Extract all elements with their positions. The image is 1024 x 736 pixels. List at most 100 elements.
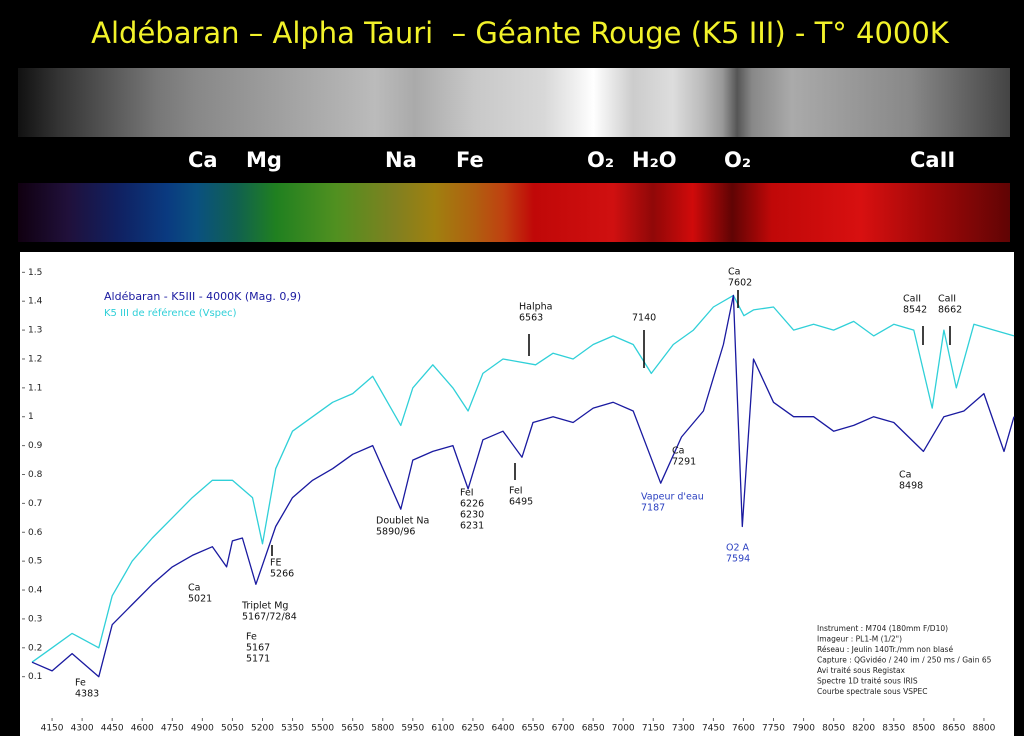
x-tick-label: 4150 <box>41 724 64 734</box>
y-tick-label: 1.4 <box>28 297 43 307</box>
annotation: 7594 <box>726 554 750 565</box>
x-tick-label: 5950 <box>401 724 424 734</box>
annotation: Ca <box>728 267 740 278</box>
annotation: FeI <box>460 488 474 499</box>
x-tick-label: 6850 <box>582 724 605 734</box>
annotation: 6563 <box>519 313 543 324</box>
annotation: 4383 <box>75 689 99 700</box>
legend-entry: K5 III de référence (Vspec) <box>104 307 237 319</box>
x-tick-label: 4450 <box>101 724 124 734</box>
x-tick-label: 6550 <box>522 724 545 734</box>
y-tick-label: 1.2 <box>28 354 42 364</box>
x-tick-label: 7900 <box>792 724 815 734</box>
x-tick-label: 7300 <box>672 724 695 734</box>
x-tick-label: 6400 <box>492 724 515 734</box>
x-tick-label: 8650 <box>942 724 965 734</box>
note: Spectre 1D traité sous IRIS <box>817 677 918 686</box>
note: Courbe spectrale sous VSPEC <box>817 687 927 696</box>
element-label: Na <box>385 148 417 172</box>
annotation: Fe <box>246 632 257 643</box>
element-label: Fe <box>456 148 484 172</box>
annotation: 8662 <box>938 305 962 316</box>
annotation: Halpha <box>519 302 552 313</box>
annotation: CaII <box>903 294 921 305</box>
y-tick-label: 0.6 <box>28 528 43 538</box>
annotation: O2 A <box>726 543 750 554</box>
element-label: Mg <box>246 148 282 172</box>
annotation: 7291 <box>672 457 696 468</box>
x-tick-label: 5650 <box>341 724 364 734</box>
note: Réseau : Jeulin 140Tr./mm non blasé <box>817 645 953 654</box>
x-tick-label: 5500 <box>311 724 334 734</box>
annotation: 6226 <box>460 499 484 510</box>
x-tick-label: 4900 <box>191 724 214 734</box>
y-tick-label: 1.1 <box>28 383 42 393</box>
annotation: Ca <box>672 446 684 457</box>
plot-background <box>20 252 1014 736</box>
y-tick-label: 1 <box>28 412 34 422</box>
x-tick-label: 7750 <box>762 724 785 734</box>
note: Capture : QGvidéo / 240 im / 250 ms / Ga… <box>817 656 992 665</box>
annotation: 5171 <box>246 654 270 665</box>
spectrum-gray <box>18 68 1010 137</box>
annotation: Doublet Na <box>376 516 429 527</box>
x-tick-label: 4750 <box>161 724 184 734</box>
x-tick-label: 5200 <box>251 724 274 734</box>
element-label: Ca <box>188 148 218 172</box>
x-tick-label: 5350 <box>281 724 304 734</box>
series-line <box>31 294 1015 678</box>
y-tick-label: 0.1 <box>28 672 42 682</box>
x-tick-label: 7450 <box>702 724 725 734</box>
annotation: 5167/72/84 <box>242 612 297 623</box>
annotation: FeI <box>509 486 523 497</box>
y-tick-label: 0.4 <box>28 586 43 596</box>
x-tick-label: 6250 <box>461 724 484 734</box>
element-label: H₂O <box>632 148 677 172</box>
note: Imageur : PL1-M (1/2") <box>817 635 902 644</box>
y-tick-label: 0.9 <box>28 441 43 451</box>
annotation: 5266 <box>270 569 294 580</box>
y-tick-label: 0.5 <box>28 557 42 567</box>
slide-title: Aldébaran – Alpha Tauri – Géante Rouge (… <box>91 16 949 50</box>
x-tick-label: 8050 <box>822 724 845 734</box>
annotation: 7602 <box>728 278 752 289</box>
annotation: Ca <box>188 583 200 594</box>
x-tick-label: 8800 <box>972 724 995 734</box>
x-tick-label: 8350 <box>882 724 905 734</box>
element-label: CaII <box>910 148 956 172</box>
y-tick-label: 1.3 <box>28 326 42 336</box>
annotation: 7187 <box>641 503 665 514</box>
x-tick-label: 7150 <box>642 724 665 734</box>
annotation: Vapeur d'eau <box>641 492 704 503</box>
note: Avi traité sous Registax <box>817 666 906 675</box>
annotation: 7140 <box>632 313 656 324</box>
annotation: FE <box>270 558 281 569</box>
x-tick-label: 4600 <box>131 724 154 734</box>
y-tick-label: 0.8 <box>28 470 43 480</box>
x-tick-label: 6700 <box>552 724 575 734</box>
annotation: 5890/96 <box>376 527 415 538</box>
x-tick-label: 8500 <box>912 724 935 734</box>
x-tick-label: 5800 <box>371 724 394 734</box>
annotation: 6231 <box>460 521 484 532</box>
x-tick-label: 6100 <box>431 724 454 734</box>
y-tick-label: 0.3 <box>28 614 42 624</box>
annotation: 6230 <box>460 510 484 521</box>
series-line <box>31 294 1015 663</box>
x-tick-label: 4300 <box>71 724 94 734</box>
element-label: O₂ <box>724 148 752 172</box>
y-tick-label: 0.7 <box>28 499 42 509</box>
y-tick-label: 1.5 <box>28 268 42 278</box>
y-tick-label: 0.2 <box>28 643 42 653</box>
spectrum-color <box>18 183 1010 242</box>
x-tick-label: 7000 <box>612 724 635 734</box>
annotation: Triplet Mg <box>241 601 288 612</box>
element-label: O₂ <box>587 148 615 172</box>
legend-entry: Aldébaran - K5III - 4000K (Mag. 0,9) <box>104 290 301 303</box>
note: Instrument : M704 (180mm F/D10) <box>817 624 948 633</box>
annotation: Fe <box>75 678 86 689</box>
annotation: 6495 <box>509 497 533 508</box>
x-tick-label: 5050 <box>221 724 244 734</box>
